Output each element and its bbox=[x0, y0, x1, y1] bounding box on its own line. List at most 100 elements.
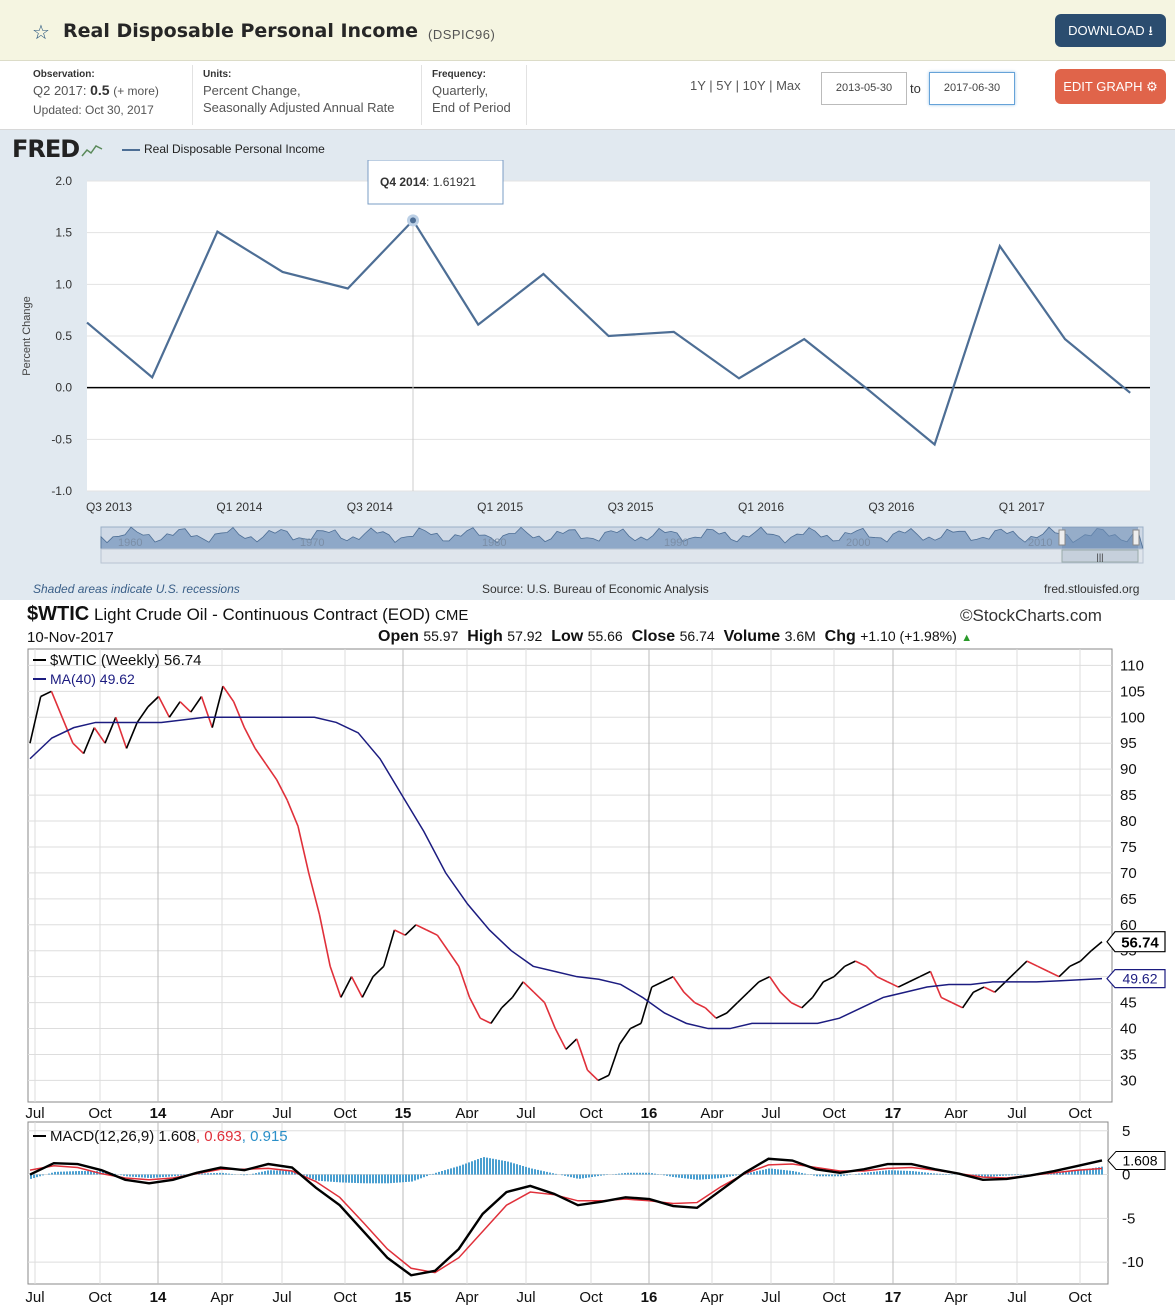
frequency-block: Frequency: Quarterly, End of Period bbox=[432, 69, 511, 116]
edit-graph-label: EDIT GRAPH bbox=[1063, 79, 1143, 94]
units-block: Units: Percent Change, Seasonally Adjust… bbox=[203, 69, 395, 116]
macd-chart[interactable]: 5 0 -5 -10 Jul Oct 14 Apr Jul Oct 15 Apr Jul Oct 16 Apr… bbox=[0, 1117, 1175, 1307]
histogram-bar bbox=[354, 1174, 356, 1183]
histogram-bar bbox=[651, 1173, 653, 1175]
histogram-bar bbox=[663, 1174, 665, 1176]
price-segment bbox=[1037, 965, 1049, 973]
histogram-bar bbox=[645, 1172, 647, 1175]
price-segment bbox=[436, 934, 449, 952]
x-tick-label: Oct bbox=[822, 1289, 846, 1306]
histogram-bar bbox=[432, 1173, 434, 1175]
histogram-bar bbox=[366, 1174, 368, 1184]
open-value: 55.97 bbox=[423, 628, 459, 644]
date-from-input[interactable]: 2013-05-30 bbox=[821, 72, 907, 105]
macd-legend-signal: , 0.693 bbox=[196, 1128, 242, 1145]
histogram-bar bbox=[519, 1165, 521, 1175]
histogram-bar bbox=[555, 1173, 557, 1175]
histogram-bar bbox=[306, 1174, 308, 1177]
range-max[interactable]: Max bbox=[776, 78, 801, 93]
histogram-bar bbox=[267, 1170, 269, 1175]
price-segment bbox=[747, 981, 760, 993]
price-segment bbox=[1080, 950, 1092, 962]
histogram-bar bbox=[324, 1174, 326, 1182]
edit-graph-button[interactable]: EDIT GRAPH ⚙ bbox=[1055, 69, 1166, 104]
histogram-bar bbox=[405, 1174, 407, 1182]
histogram-bar bbox=[543, 1171, 545, 1175]
histogram-bar bbox=[813, 1174, 815, 1176]
histogram-bar bbox=[348, 1174, 350, 1183]
histogram-bar bbox=[228, 1173, 230, 1175]
x-tick-label: Jul bbox=[272, 1105, 291, 1118]
price-segment bbox=[72, 742, 85, 755]
navigator-label: 1990 bbox=[664, 537, 688, 549]
x-tick-label: 16 bbox=[641, 1289, 658, 1306]
histogram-bar bbox=[288, 1170, 290, 1175]
fred-line-chart[interactable]: 2.0 1.5 1.0 0.5 0.0 -0.5 -1.0 Percent Change Q3 … bbox=[0, 160, 1175, 600]
histogram-bar bbox=[930, 1173, 932, 1175]
close-label: Close bbox=[631, 628, 676, 645]
histogram-bar bbox=[756, 1171, 758, 1175]
price-segment bbox=[919, 970, 931, 978]
histogram-bar bbox=[69, 1171, 71, 1175]
tooltip-value: : 1.61921 bbox=[426, 175, 476, 189]
histogram-bar bbox=[51, 1172, 53, 1175]
histogram-bar bbox=[867, 1172, 869, 1175]
download-button[interactable]: DOWNLOAD ⭳ bbox=[1055, 14, 1166, 47]
histogram-bar bbox=[384, 1174, 386, 1184]
macd-tag-box bbox=[1107, 1150, 1166, 1170]
histogram-bar bbox=[216, 1172, 218, 1175]
histogram-bar bbox=[417, 1174, 419, 1180]
price-segment bbox=[318, 914, 331, 967]
histogram-bar bbox=[474, 1160, 476, 1175]
range-5y[interactable]: 5Y bbox=[716, 78, 732, 93]
high-value: 57.92 bbox=[507, 628, 543, 644]
histogram-bar bbox=[933, 1173, 935, 1175]
price-segment bbox=[40, 690, 52, 698]
range-1y[interactable]: 1Y bbox=[690, 78, 706, 93]
histogram-bar bbox=[1056, 1172, 1058, 1175]
histogram-bar bbox=[183, 1174, 185, 1176]
range-10y[interactable]: 10Y bbox=[742, 78, 766, 93]
histogram-bar bbox=[1083, 1169, 1085, 1175]
histogram-bar bbox=[177, 1174, 179, 1176]
histogram-bar bbox=[882, 1170, 884, 1175]
x-tick-label: Apr bbox=[944, 1105, 967, 1118]
histogram-bar bbox=[444, 1170, 446, 1175]
x-tick-label: Q1 2017 bbox=[999, 500, 1045, 514]
histogram-bar bbox=[282, 1170, 284, 1175]
x-tick-label: 16 bbox=[641, 1105, 658, 1118]
fred-logo: FRED bbox=[12, 135, 103, 163]
histogram-bar bbox=[822, 1174, 824, 1177]
histogram-bar bbox=[60, 1171, 62, 1175]
y-tick-label: 0 bbox=[1122, 1167, 1130, 1184]
price-segment bbox=[973, 986, 985, 993]
histogram-bar bbox=[927, 1172, 929, 1175]
x-tick-label: Q3 2015 bbox=[608, 500, 654, 514]
histogram-bar bbox=[426, 1174, 428, 1177]
price-segment bbox=[1048, 970, 1060, 978]
navigator-area bbox=[100, 526, 1144, 550]
close-value: 56.74 bbox=[679, 628, 715, 644]
histogram-bar bbox=[1005, 1174, 1007, 1176]
histogram-bar bbox=[804, 1173, 806, 1175]
histogram-bar bbox=[276, 1170, 278, 1175]
price-segment bbox=[865, 965, 878, 978]
histogram-bar bbox=[912, 1171, 914, 1175]
price-segment bbox=[1004, 970, 1017, 983]
date-to-input[interactable]: 2017-06-30 bbox=[929, 72, 1015, 105]
star-icon[interactable]: ☆ bbox=[32, 22, 50, 44]
price-segment bbox=[533, 991, 546, 1004]
histogram-bar bbox=[132, 1174, 134, 1177]
histogram-bar bbox=[318, 1174, 320, 1181]
histogram-bar bbox=[480, 1157, 482, 1175]
more-link[interactable]: (+ more) bbox=[113, 84, 159, 98]
histogram-bar bbox=[336, 1174, 338, 1183]
histogram-bar bbox=[357, 1174, 359, 1184]
price-segment bbox=[736, 991, 749, 1004]
fred-url[interactable]: fred.stlouisfed.org bbox=[1044, 582, 1140, 596]
wtic-price-chart[interactable]: 1101051009590858075706560555045403530Jul… bbox=[0, 648, 1175, 1118]
histogram-bar bbox=[585, 1174, 587, 1178]
observation-value: 0.5 bbox=[90, 82, 110, 98]
signal-line bbox=[29, 1163, 1103, 1274]
x-tick-label: Jul bbox=[761, 1289, 780, 1306]
